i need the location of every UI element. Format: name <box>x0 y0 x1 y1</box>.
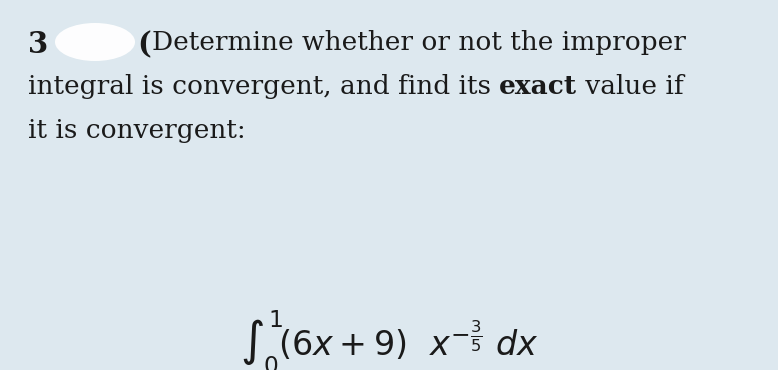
Text: it is convergent:: it is convergent: <box>28 118 246 143</box>
Ellipse shape <box>55 23 135 61</box>
Text: (: ( <box>137 30 151 59</box>
Text: value if: value if <box>577 74 684 99</box>
Text: integral is convergent, and find its: integral is convergent, and find its <box>28 74 499 99</box>
Text: $\int_0^1\!(6x+9)\ \ x^{-\frac{3}{5}}\ dx$: $\int_0^1\!(6x+9)\ \ x^{-\frac{3}{5}}\ d… <box>240 308 538 370</box>
Text: exact: exact <box>499 74 577 99</box>
Text: 3: 3 <box>28 30 48 59</box>
Text: Determine whether or not the improper: Determine whether or not the improper <box>152 30 686 55</box>
